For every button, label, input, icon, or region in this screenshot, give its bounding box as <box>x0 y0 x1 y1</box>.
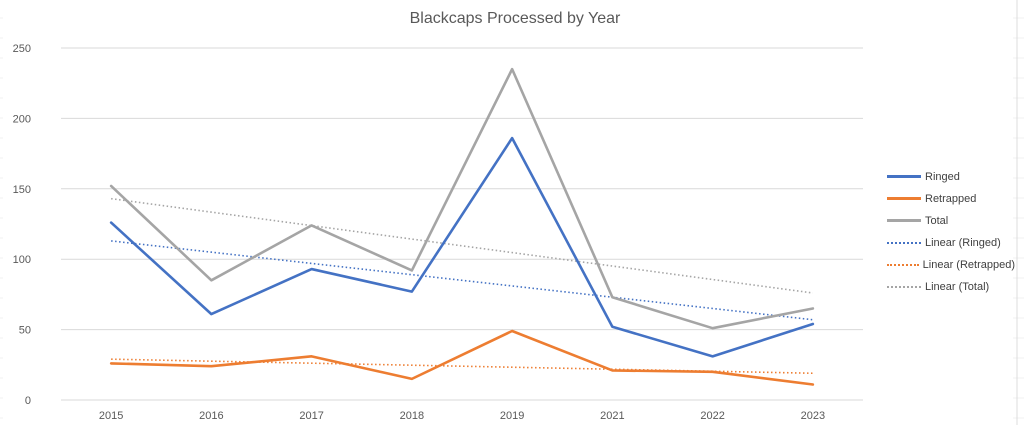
legend-line-total <box>887 219 921 222</box>
x-axis-tick-labels: 2015 2016 2017 2018 2019 2021 2022 2023 <box>99 410 825 422</box>
trendlines <box>111 197 813 375</box>
legend-item-linear-total: Linear (Total) <box>887 276 1015 298</box>
x-tick-label-2019: 2019 <box>500 410 524 422</box>
legend-swatch-linear-retrapped <box>887 260 919 270</box>
y-tick-label-250: 250 <box>13 43 31 55</box>
legend-label-linear-ringed: Linear (Ringed) <box>925 237 1001 249</box>
y-tick-label-200: 200 <box>13 113 31 125</box>
series-line-retrapped <box>109 329 815 386</box>
x-tick-label-2021: 2021 <box>600 410 624 422</box>
plot-area: 0 50 100 150 200 250 2015 2016 2017 2018 2019 2021… <box>13 43 863 422</box>
series-line-total <box>109 67 815 330</box>
legend-swatch-total <box>887 216 921 226</box>
x-tick-label-2023: 2023 <box>801 410 825 422</box>
x-tick-label-2017: 2017 <box>299 410 323 422</box>
y-tick-label-100: 100 <box>13 254 31 266</box>
legend-line-ringed <box>887 175 921 178</box>
x-tick-label-2022: 2022 <box>700 410 724 422</box>
legend-swatch-retrapped <box>887 194 921 204</box>
y-tick-label-50: 50 <box>19 325 31 337</box>
x-tick-label-2018: 2018 <box>400 410 424 422</box>
legend-swatch-ringed <box>887 172 921 182</box>
legend-item-linear-ringed: Linear (Ringed) <box>887 232 1015 254</box>
y-tick-label-150: 150 <box>13 184 31 196</box>
trendline-linear-ringed <box>111 240 813 321</box>
chart-area[interactable]: Blackcaps Processed by Year 0 50 100 150 200… <box>3 0 1015 423</box>
legend-label-retrapped: Retrapped <box>925 193 977 205</box>
gridlines <box>61 47 863 401</box>
legend-label-linear-retrapped: Linear (Retrapped) <box>922 259 1015 271</box>
series-line-ringed <box>109 136 815 358</box>
legend-swatch-linear-ringed <box>887 238 921 248</box>
data-series <box>109 67 815 386</box>
legend-label-ringed: Ringed <box>925 171 960 183</box>
legend-item-linear-retrapped: Linear (Retrapped) <box>887 254 1015 276</box>
x-tick-label-2015: 2015 <box>99 410 123 422</box>
chart-title: Blackcaps Processed by Year <box>409 10 621 27</box>
legend-line-linear-ringed <box>887 242 921 244</box>
y-tick-label-0: 0 <box>25 395 31 407</box>
legend-label-total: Total <box>925 215 949 227</box>
legend-line-linear-total <box>887 286 921 288</box>
legend-line-linear-retrapped <box>887 264 919 266</box>
legend-line-retrapped <box>887 197 921 200</box>
legend: Ringed Retrapped Total Linear (Ringed) L… <box>887 166 1015 298</box>
legend-item-total: Total <box>887 210 1015 232</box>
legend-item-ringed: Ringed <box>887 166 1015 188</box>
legend-item-retrapped: Retrapped <box>887 188 1015 210</box>
legend-label-linear-total: Linear (Total) <box>925 281 990 293</box>
x-tick-label-2016: 2016 <box>199 410 223 422</box>
legend-swatch-linear-total <box>887 282 921 292</box>
y-axis-tick-labels: 0 50 100 150 200 250 <box>13 43 31 407</box>
